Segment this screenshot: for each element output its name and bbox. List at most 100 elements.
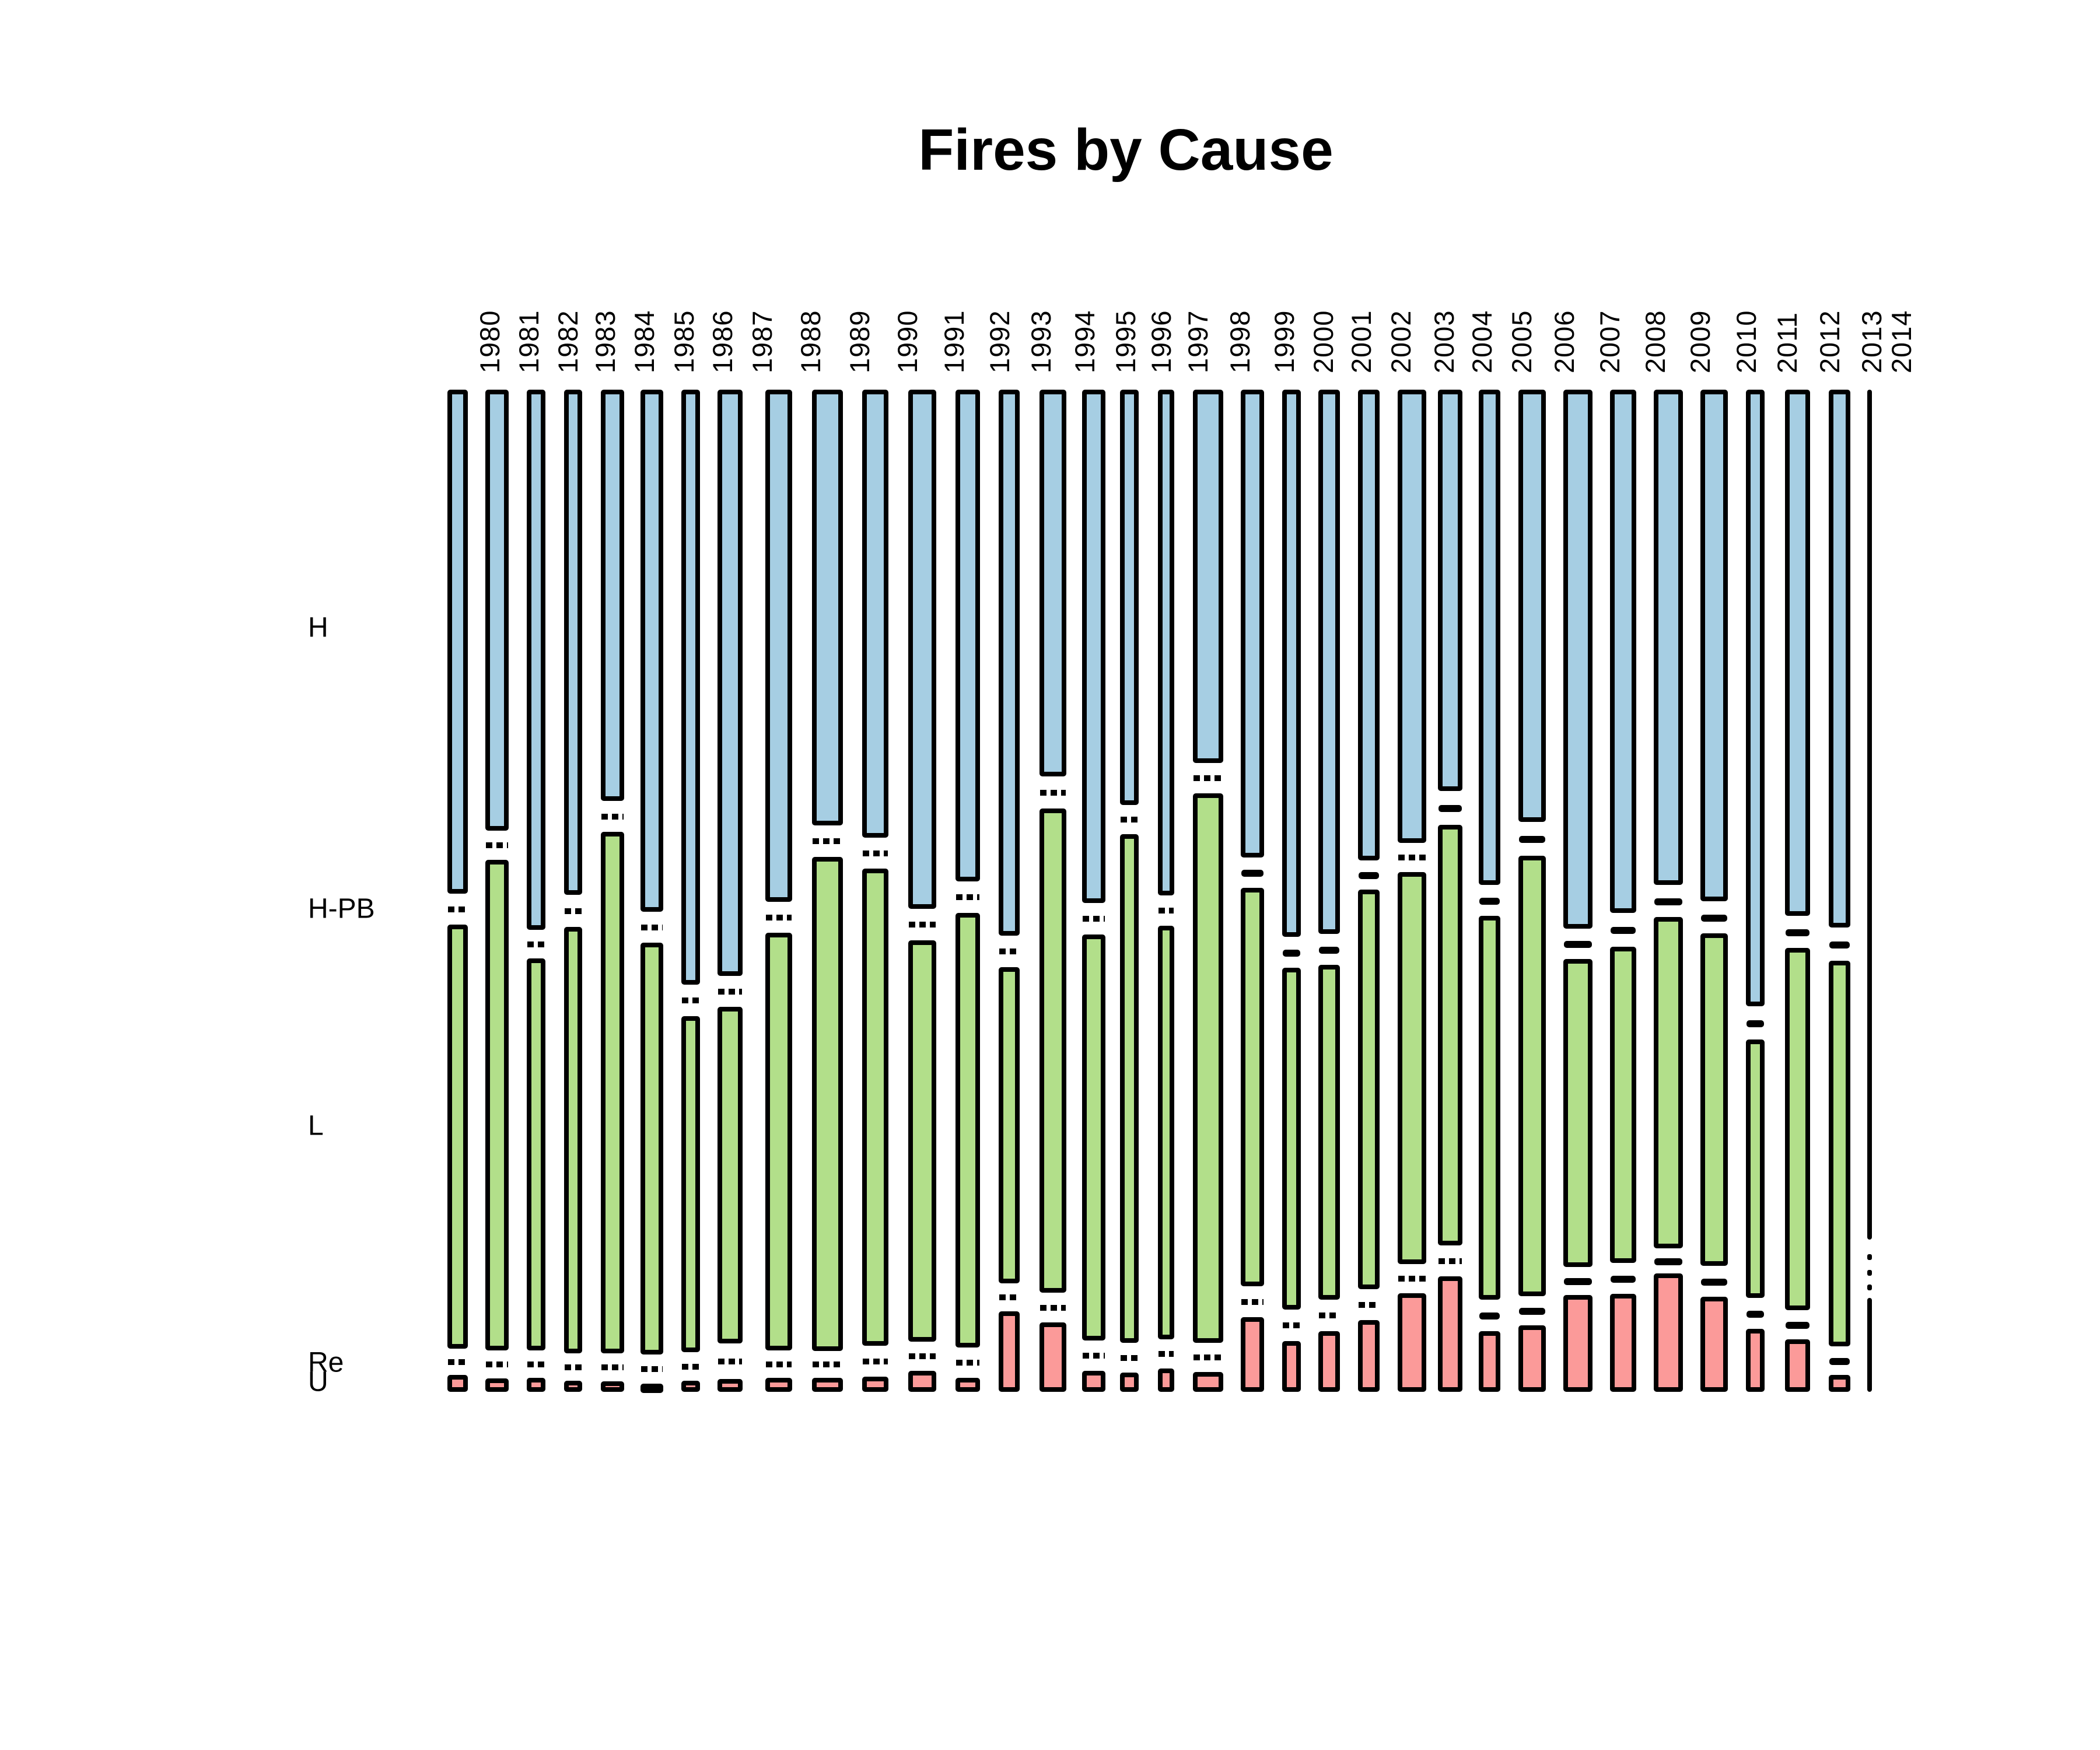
x-axis-year-label: 1989 <box>844 310 875 373</box>
segment-re-1986 <box>682 1364 699 1370</box>
segment-hpb-1988 <box>766 915 792 921</box>
segment-u-2001 <box>1318 1331 1340 1392</box>
segment-hpb-1982 <box>527 942 545 947</box>
x-axis-year-label: 2008 <box>1639 310 1671 373</box>
x-axis-year-label: 1992 <box>984 310 1015 373</box>
segment-h-2000 <box>1282 390 1301 937</box>
segment-re-2006 <box>1519 1308 1545 1315</box>
segment-u-2012 <box>1785 1339 1810 1392</box>
segment-u-1997 <box>1158 1368 1174 1392</box>
segment-hpb-2001 <box>1319 947 1339 954</box>
segment-h-1998 <box>1193 390 1223 763</box>
x-axis-year-label: 2003 <box>1428 310 1460 373</box>
segment-re-2000 <box>1283 1322 1300 1328</box>
segment-hpb-2008 <box>1611 927 1636 934</box>
segment-re-1997 <box>1158 1351 1174 1357</box>
segment-l-1993 <box>999 967 1020 1283</box>
segment-u-2007 <box>1563 1295 1592 1392</box>
segment-u-1983 <box>564 1381 582 1392</box>
segment-re-1991 <box>909 1353 936 1359</box>
segment-h-2003 <box>1398 390 1426 843</box>
segment-u-1988 <box>765 1378 792 1392</box>
segment-re-1999 <box>1241 1299 1264 1305</box>
segment-h-1987 <box>718 390 743 976</box>
segment-u-1984 <box>601 1381 624 1392</box>
segment-hpb-2011 <box>1746 1020 1764 1027</box>
segment-u-1998 <box>1193 1372 1223 1392</box>
segment-re-2007 <box>1564 1278 1592 1285</box>
segment-hpb-2010 <box>1701 915 1727 922</box>
segment-h-1981 <box>485 390 509 831</box>
y-axis-label-l: L <box>308 1110 324 1142</box>
column-2014-line <box>1867 1298 1872 1392</box>
segment-l-1992 <box>956 913 980 1348</box>
segment-re-2003 <box>1398 1276 1426 1282</box>
segment-hpb-1981 <box>486 842 508 848</box>
x-axis-year-label: 2011 <box>1772 312 1803 373</box>
segment-hpb-1998 <box>1194 775 1223 781</box>
segment-h-2012 <box>1785 390 1810 916</box>
segment-h-2013 <box>1829 390 1850 928</box>
segment-hpb-2013 <box>1829 942 1850 949</box>
segment-re-2002 <box>1359 1302 1379 1308</box>
segment-re-2009 <box>1654 1258 1682 1265</box>
segment-re-2005 <box>1479 1312 1500 1320</box>
segment-l-2008 <box>1610 947 1636 1263</box>
segment-l-1985 <box>640 943 663 1354</box>
segment-l-1990 <box>862 869 888 1346</box>
segment-h-1984 <box>601 390 624 801</box>
segment-l-1999 <box>1241 888 1264 1286</box>
segment-re-1984 <box>601 1364 624 1370</box>
segment-u-2006 <box>1518 1325 1546 1392</box>
segment-re-1982 <box>527 1362 545 1367</box>
segment-h-2001 <box>1318 390 1340 934</box>
segment-h-1994 <box>1040 390 1066 776</box>
segment-re-1995 <box>1083 1353 1105 1359</box>
x-axis-year-label: 2004 <box>1466 310 1497 373</box>
x-axis-year-label: 1980 <box>474 310 505 373</box>
x-axis-year-label: 1996 <box>1146 310 1177 373</box>
segment-l-1980 <box>447 925 468 1349</box>
x-axis-year-label: 2006 <box>1548 310 1580 373</box>
column-2014-dot <box>1867 1254 1872 1260</box>
x-axis-year-label: 1990 <box>891 310 923 373</box>
x-axis-year-label: 1997 <box>1182 310 1213 373</box>
chart-title: Fires by Cause <box>918 117 1334 183</box>
y-axis-label-h: H <box>308 612 328 643</box>
x-axis-year-label: 1998 <box>1224 310 1255 373</box>
x-axis-year-label: 1995 <box>1110 310 1141 373</box>
x-axis-year-label: 1984 <box>629 310 660 373</box>
segment-l-1987 <box>718 1007 743 1343</box>
segment-l-2012 <box>1785 948 1810 1310</box>
segment-u-1994 <box>1040 1322 1066 1392</box>
segment-re-2001 <box>1319 1312 1339 1318</box>
segment-hpb-1980 <box>448 907 467 912</box>
segment-l-2000 <box>1282 968 1301 1310</box>
x-axis-year-label: 1986 <box>707 310 738 373</box>
segment-h-1985 <box>640 390 663 912</box>
segment-u-1992 <box>956 1378 980 1392</box>
segment-h-1983 <box>564 390 582 895</box>
segment-u-2004 <box>1438 1276 1462 1392</box>
segment-re-1987 <box>718 1359 742 1364</box>
x-axis-year-label: 1983 <box>589 310 621 373</box>
segment-l-1997 <box>1158 926 1174 1339</box>
segment-l-1983 <box>564 927 582 1353</box>
segment-u-1985 <box>640 1384 663 1393</box>
segment-re-2011 <box>1746 1311 1764 1318</box>
segment-h-2011 <box>1746 390 1765 1006</box>
segment-u-1989 <box>812 1378 843 1392</box>
x-axis-year-label: 2010 <box>1730 310 1762 373</box>
segment-h-2010 <box>1700 390 1728 901</box>
segment-h-2007 <box>1563 390 1592 929</box>
segment-l-1995 <box>1082 935 1105 1340</box>
segment-u-2008 <box>1610 1294 1636 1392</box>
segment-l-1988 <box>765 933 792 1350</box>
segment-h-1991 <box>908 390 936 909</box>
segment-u-1991 <box>908 1371 936 1392</box>
segment-u-2009 <box>1654 1273 1683 1392</box>
x-axis-year-label: 1993 <box>1026 310 1056 373</box>
segment-l-2010 <box>1700 933 1728 1266</box>
segment-u-1982 <box>527 1378 545 1392</box>
segment-l-2013 <box>1829 961 1850 1346</box>
